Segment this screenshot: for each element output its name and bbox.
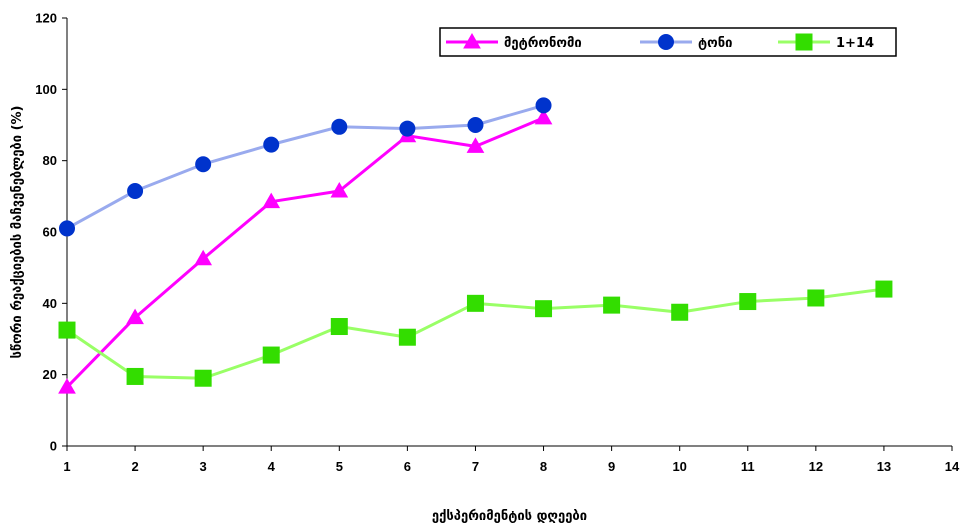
legend-item: 1+14 [778,33,874,51]
data-point [58,321,76,339]
x-axis-label: ექსპერიმენტის დღეები [432,509,587,524]
x-tick-label: 4 [268,459,276,474]
data-point [466,137,485,153]
x-tick-label: 3 [200,459,207,474]
x-tick-label: 13 [877,459,891,474]
data-point [263,136,280,153]
data-point [534,108,553,125]
legend-label: ტონი [698,36,732,51]
data-point [535,97,552,114]
data-point [331,118,348,135]
legend: მეტრონომი ტონი 1+14 [439,27,897,57]
data-point [739,293,757,311]
data-point [195,156,212,173]
y-tick-label: 100 [35,82,57,97]
data-point [262,192,281,209]
x-tick-label: 2 [131,459,138,474]
y-tick-label: 120 [35,11,57,26]
x-tick-label: 12 [809,459,823,474]
x-tick-label: 11 [741,459,755,474]
y-tick-label: 20 [43,367,57,382]
y-tick-label: 0 [50,439,57,454]
data-point [398,328,416,346]
series-1 [58,108,553,394]
data-point [535,300,553,318]
y-axis-label: სწორი რეაქციების მაჩვენებლები (%) [10,106,25,359]
data-point [875,280,893,298]
data-point [603,296,621,314]
data-point [126,308,144,325]
data-point [58,378,76,394]
x-tick-label: 9 [608,459,615,474]
data-point [194,249,213,266]
legend-item: ტონი [640,34,732,51]
data-point [126,367,144,385]
legend-label: 1+14 [836,36,874,51]
legend-item: მეტრონომი [446,32,582,51]
data-point [807,289,825,307]
legend-label: მეტრონომი [504,36,582,51]
x-tick-label: 1 [63,459,70,474]
data-point [466,294,484,312]
legend-marker [658,34,674,50]
data-point [330,181,349,198]
data-point [671,303,689,321]
x-tick-label: 10 [672,459,686,474]
x-tick-label: 5 [336,459,343,474]
series-2 [59,97,552,237]
legend-marker [463,32,481,49]
data-point [194,369,212,387]
x-tick-label: 7 [472,459,479,474]
y-tick-label: 80 [43,153,57,168]
series-layer [58,97,893,394]
x-tick-label: 8 [540,459,547,474]
series-3 [58,280,893,387]
y-tick-label: 40 [43,296,57,311]
data-point [330,318,348,336]
legend-items: მეტრონომი ტონი 1+14 [446,32,874,51]
x-tick-label: 14 [945,459,960,474]
data-point [59,220,75,237]
data-point [262,346,280,364]
data-point [467,117,484,133]
data-point [127,182,144,199]
series-line [66,103,544,230]
data-point [399,120,416,137]
y-tick-label: 60 [43,225,57,240]
legend-marker [795,33,813,51]
series-line [65,116,545,389]
x-tick-label: 6 [404,459,411,474]
